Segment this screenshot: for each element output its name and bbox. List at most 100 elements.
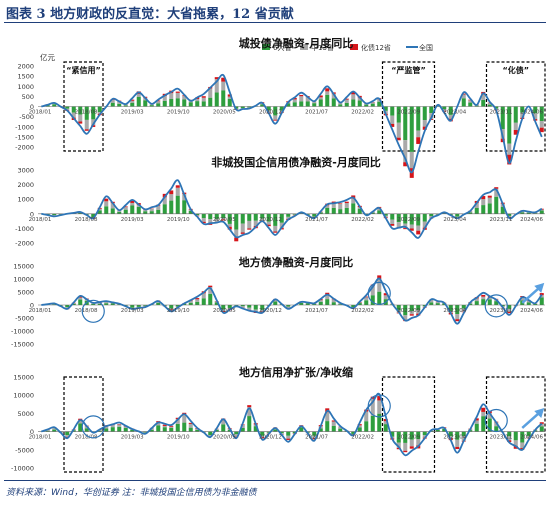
y-tick-label: 0	[30, 428, 34, 436]
bar-big6	[175, 195, 180, 214]
bar-debt12	[494, 187, 499, 189]
bar-big6	[195, 301, 200, 305]
x-tick-label: 2022/09	[397, 217, 420, 223]
bar-mid13	[143, 209, 148, 212]
y-tick-label: 15000	[13, 374, 34, 382]
bar-mid13	[377, 207, 382, 211]
bar-debt12	[338, 203, 343, 205]
bar-debt12	[513, 445, 518, 449]
bar-big6	[422, 305, 427, 307]
y-tick-label: -1000	[15, 123, 34, 131]
bar-mid13	[227, 223, 232, 227]
bar-big6	[214, 302, 219, 305]
bar-big6	[507, 305, 512, 309]
bar-mid13	[383, 295, 388, 300]
bar-big6	[169, 427, 174, 432]
series-line-nation	[40, 392, 543, 457]
bar-big6	[45, 430, 50, 432]
bar-big6	[429, 213, 434, 216]
bar-big6	[305, 303, 310, 305]
bar-debt12	[422, 126, 427, 130]
bar-big6	[273, 301, 278, 305]
x-tick-label: 2022/02	[351, 435, 374, 441]
x-tick-label: 2023/04	[443, 217, 466, 223]
bar-big6	[357, 208, 362, 214]
bar-big6	[162, 204, 167, 214]
bar-mid13	[130, 202, 135, 206]
bar-big6	[91, 303, 96, 305]
bar-mid13	[123, 426, 128, 428]
bar-big6	[169, 305, 174, 309]
bar-big6	[156, 425, 161, 432]
bar-mid13	[52, 427, 57, 430]
y-tick-label: -2000	[15, 240, 34, 248]
x-tick-label: 2022/02	[351, 308, 374, 314]
bar-debt12	[461, 93, 466, 95]
bar-big6	[149, 211, 154, 214]
bar-big6	[299, 213, 304, 214]
x-tick-label: 2018/08	[75, 110, 98, 116]
bar-big6	[338, 428, 343, 432]
bar-mid13	[110, 99, 115, 103]
bar-mid13	[214, 218, 219, 223]
bar-mid13	[208, 435, 213, 437]
legend-label: 化债12省	[361, 43, 391, 52]
bar-debt12	[351, 91, 356, 95]
bar-big6	[110, 102, 115, 107]
bar-big6	[273, 213, 278, 226]
bar-mid13	[65, 307, 70, 309]
x-tick-label: 2023/04	[443, 110, 466, 116]
annotation-label: “化债”	[502, 65, 529, 75]
bar-debt12	[409, 314, 414, 316]
bar-big6	[513, 431, 518, 441]
figure-title: 图表 3 地方财政的反直觉：大省拖累，12 省贡献	[6, 7, 294, 22]
bar-mid13	[481, 411, 486, 417]
bar-mid13	[370, 102, 375, 104]
series-line-nation	[41, 179, 543, 239]
bar-mid13	[286, 216, 291, 220]
bar-big6	[325, 421, 330, 432]
bar-big6	[253, 426, 258, 432]
bar-mid13	[474, 298, 479, 302]
bar-debt12	[247, 405, 252, 408]
bar-mid13	[526, 435, 531, 438]
bar-mid13	[403, 315, 408, 321]
bar-mid13	[520, 296, 525, 301]
bar-big6	[78, 299, 83, 305]
bar-mid13	[416, 130, 421, 138]
bar-debt12	[221, 219, 226, 221]
bar-mid13	[487, 197, 492, 204]
bar-big6	[422, 431, 427, 436]
bar-debt12	[377, 396, 382, 401]
bar-big6	[474, 208, 479, 214]
bar-big6	[104, 428, 109, 432]
bar-debt12	[539, 293, 544, 296]
bar-big6	[71, 303, 76, 305]
legend: 6大省 中13省 化债12省 全国	[262, 43, 433, 52]
y-tick-label: 1000	[17, 196, 34, 204]
bar-debt12	[403, 162, 408, 167]
bar-debt12	[260, 437, 265, 439]
bar-mid13	[52, 215, 57, 216]
x-tick-label: 2019/10	[167, 308, 190, 314]
bar-big6	[481, 99, 486, 107]
bar-big6	[487, 203, 492, 214]
bar-big6	[182, 99, 187, 107]
bar-mid13	[234, 434, 239, 437]
bar-big6	[45, 105, 50, 107]
bar-mid13	[273, 225, 278, 232]
title-rule	[4, 22, 546, 23]
bar-big6	[208, 97, 213, 107]
bar-big6	[240, 427, 245, 432]
bar-debt12	[481, 196, 486, 200]
bar-big6	[240, 305, 245, 307]
x-tick-label: 2022/09	[397, 435, 420, 441]
bar-mid13	[136, 204, 141, 207]
bar-big6	[260, 431, 265, 436]
bar-debt12	[240, 232, 245, 234]
bar-big6	[370, 295, 375, 305]
bar-mid13	[201, 293, 206, 299]
bar-mid13	[195, 428, 200, 430]
bar-mid13	[71, 112, 76, 118]
bar-big6	[390, 431, 395, 437]
